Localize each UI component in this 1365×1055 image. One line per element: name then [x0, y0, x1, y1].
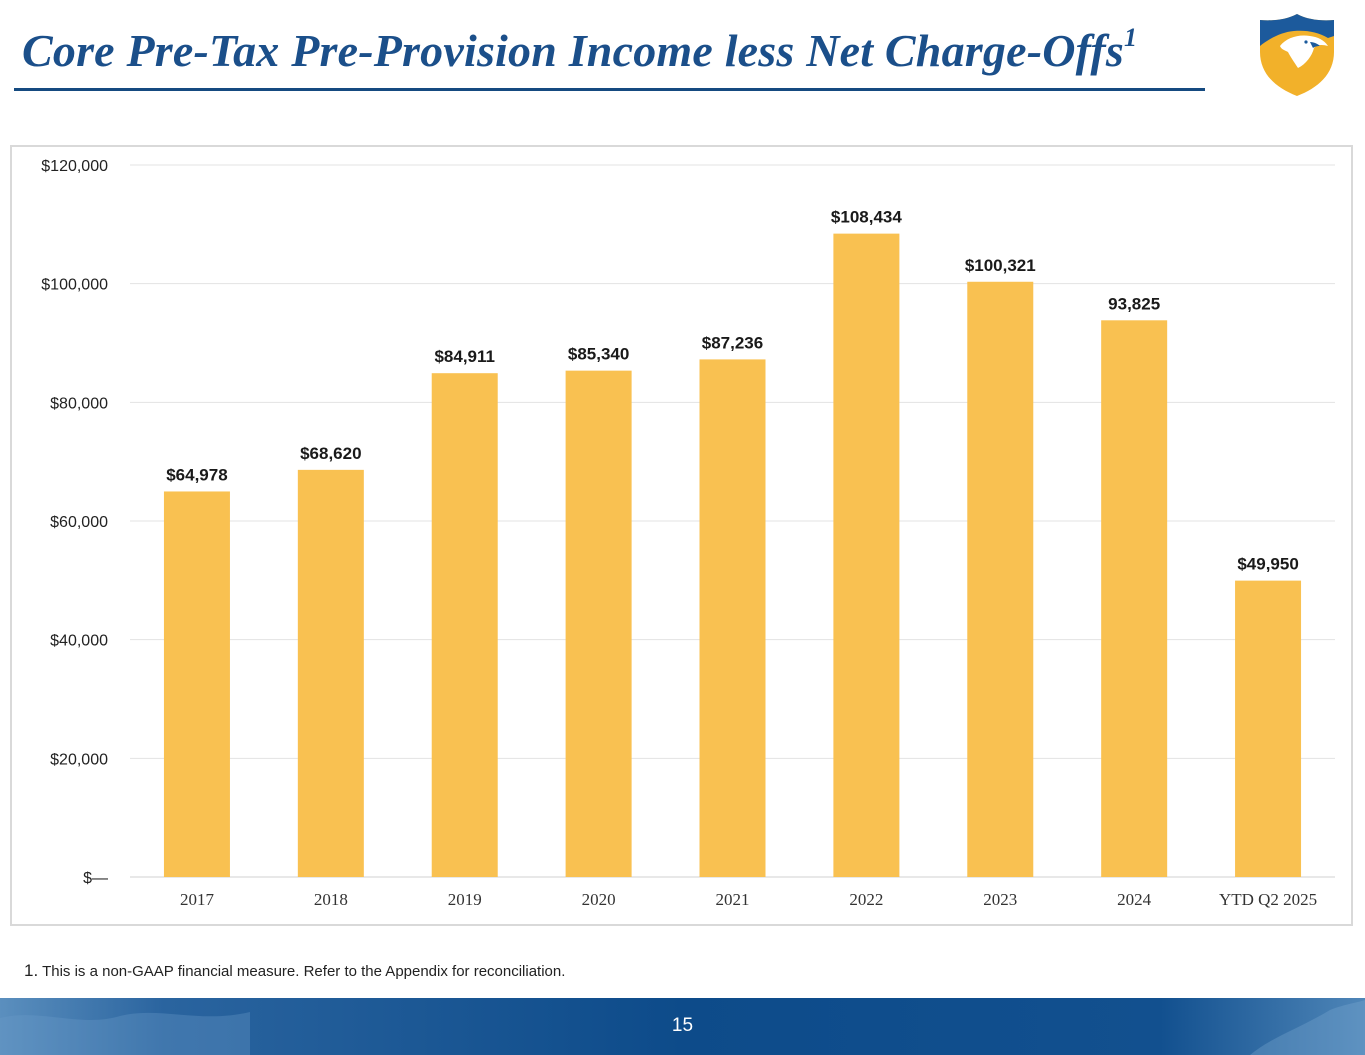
y-tick-label: $— — [83, 870, 108, 887]
data-label: $84,911 — [434, 347, 495, 366]
data-label: 93,825 — [1108, 294, 1160, 313]
data-label: $108,434 — [831, 208, 902, 227]
bar — [1235, 580, 1302, 877]
data-label: $87,236 — [702, 333, 763, 352]
data-label: $64,978 — [166, 465, 227, 484]
title-underline — [14, 88, 1205, 91]
x-tick-label: 2022 — [849, 890, 883, 909]
slide-title: Core Pre-Tax Pre-Provision Income less N… — [22, 24, 1137, 77]
x-tick-label: 2020 — [582, 890, 616, 909]
footnote-number: 1. — [24, 961, 39, 980]
x-tick-label: 2018 — [314, 890, 348, 909]
data-label: $100,321 — [965, 256, 1036, 275]
y-tick-label: $100,000 — [41, 277, 108, 294]
x-tick-label: 2017 — [180, 890, 215, 909]
data-label: $49,950 — [1237, 555, 1298, 574]
bar — [967, 281, 1034, 877]
bar — [297, 469, 364, 877]
bar — [833, 233, 900, 877]
x-tick-label: YTD Q2 2025 — [1219, 890, 1317, 909]
data-label: $68,620 — [300, 444, 361, 463]
x-tick-label: 2023 — [983, 890, 1017, 909]
page-number: 15 — [671, 1015, 694, 1036]
y-tick-label: $40,000 — [50, 633, 108, 650]
footnote-text: This is a non-GAAP financial measure. Re… — [38, 963, 566, 980]
bar — [565, 370, 632, 877]
y-tick-label: $60,000 — [50, 514, 108, 531]
y-tick-label: $20,000 — [50, 751, 108, 768]
bar — [431, 373, 498, 877]
y-tick-label: $120,000 — [41, 158, 108, 175]
x-tick-label: 2024 — [1117, 890, 1152, 909]
x-tick-label: 2021 — [716, 890, 750, 909]
bar — [163, 491, 230, 877]
footer-banner — [0, 998, 1365, 1055]
y-tick-label: $80,000 — [50, 395, 108, 412]
bar — [699, 359, 766, 877]
eagle-shield-icon — [1256, 12, 1338, 98]
bar — [1101, 320, 1168, 877]
footnote: 1. This is a non-GAAP financial measure.… — [24, 961, 565, 981]
title-footnote-marker: 1 — [1123, 22, 1138, 52]
data-label: $85,340 — [568, 345, 629, 364]
slide-title-text: Core Pre-Tax Pre-Provision Income less N… — [22, 25, 1124, 76]
bar-chart: $— $20,000 $40,000 $60,000 $80,000 $100,000 $1… — [41, 158, 1335, 909]
x-tick-label: 2019 — [448, 890, 482, 909]
chart-frame: $— $20,000 $40,000 $60,000 $80,000 $100,000 $1… — [10, 145, 1353, 926]
